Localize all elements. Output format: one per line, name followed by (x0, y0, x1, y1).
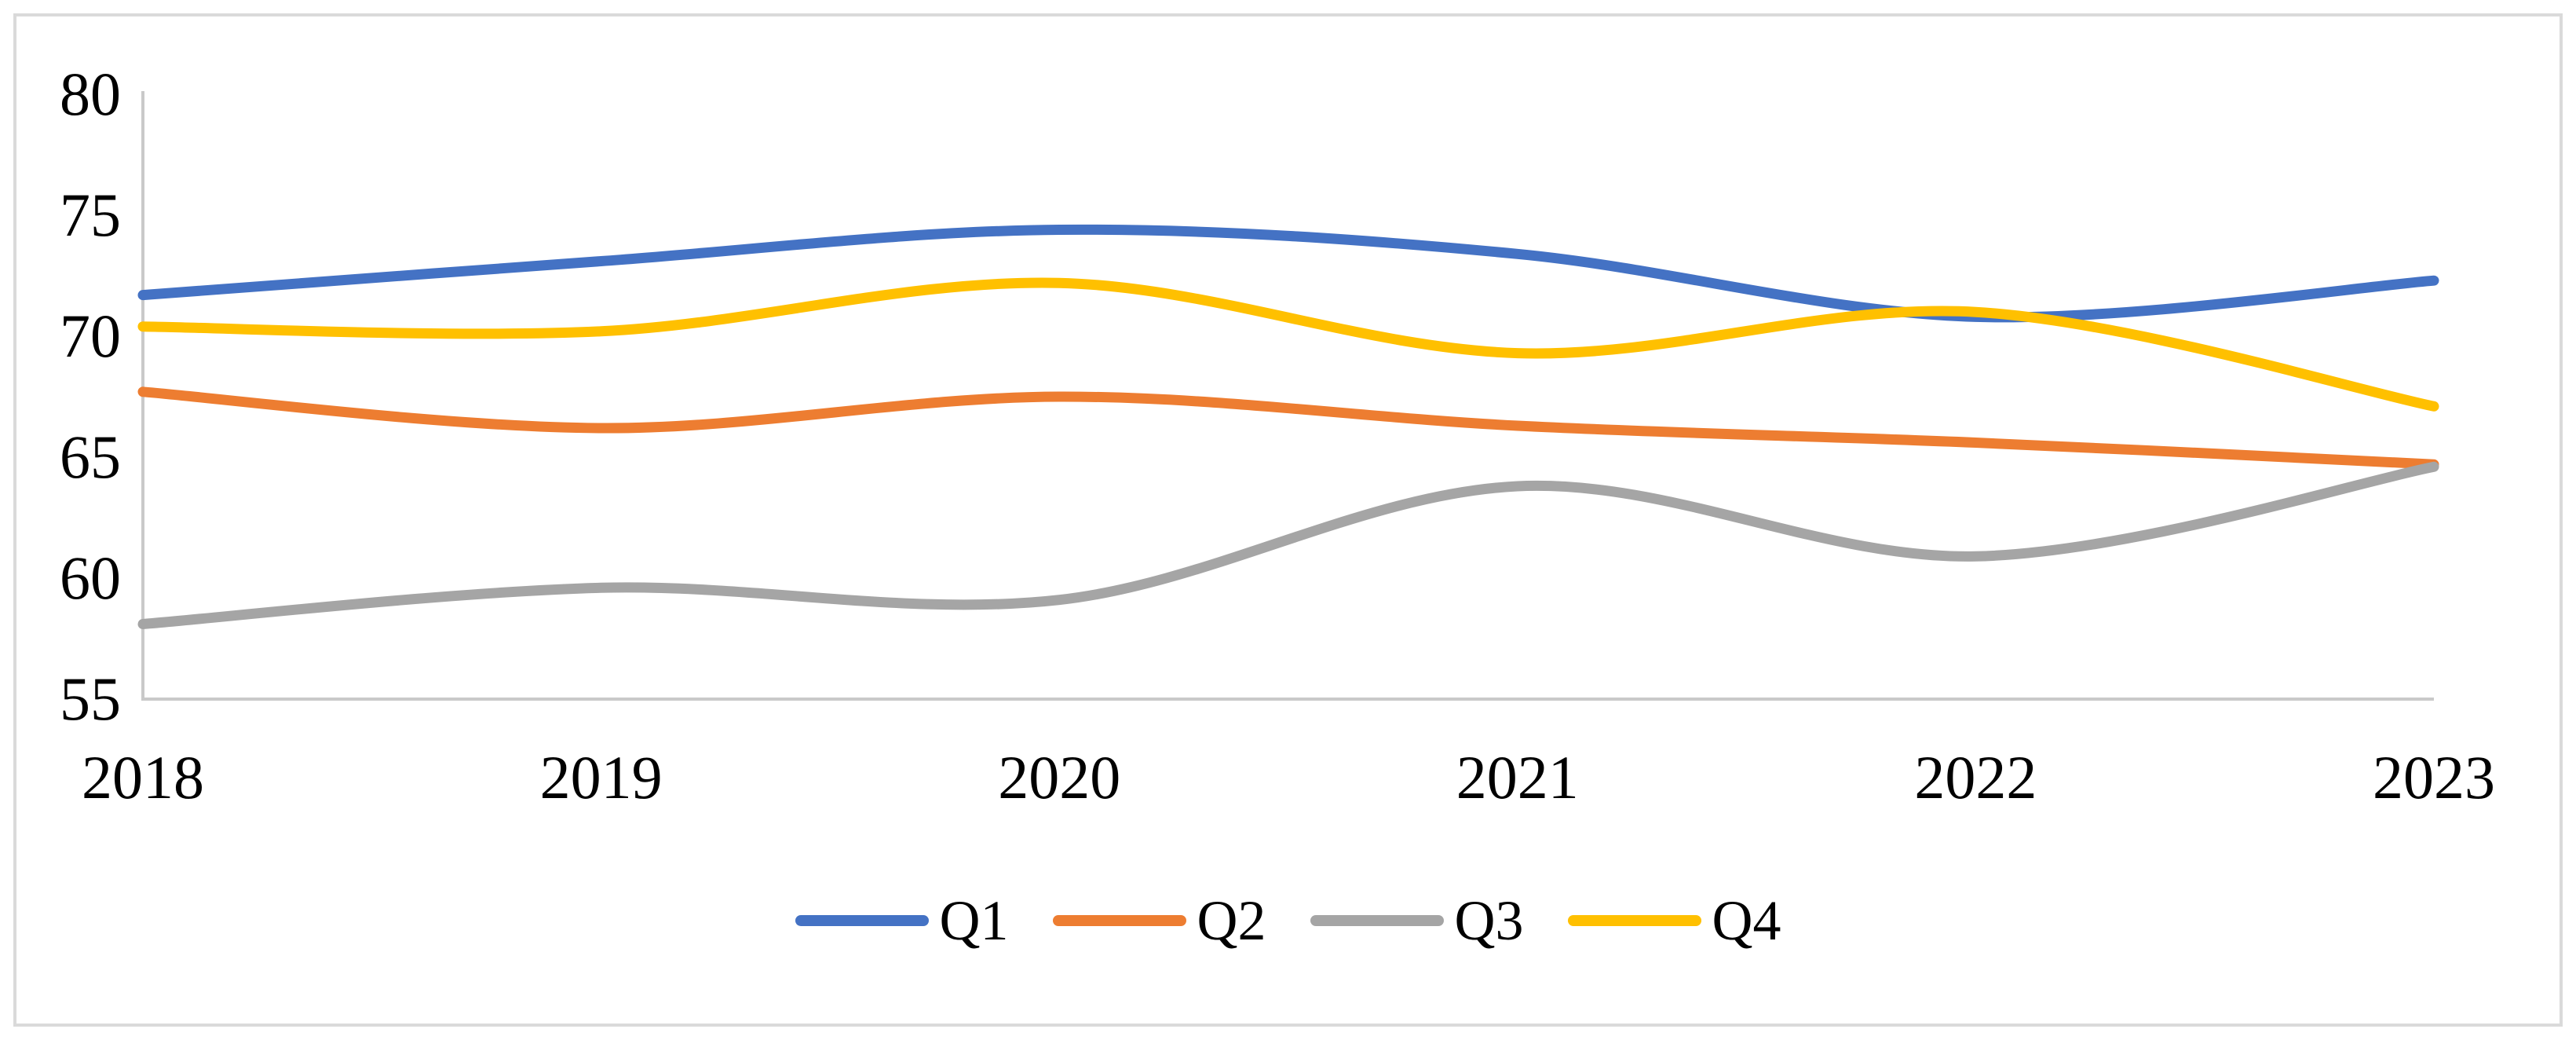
legend-label: Q2 (1197, 889, 1266, 952)
x-tick-label: 2023 (2373, 743, 2495, 811)
legend-label: Q1 (939, 889, 1009, 952)
y-tick-label: 80 (60, 60, 121, 128)
x-tick-label: 2019 (539, 743, 663, 811)
series-line-q4 (137, 277, 2439, 412)
legend-swatch-q1 (795, 915, 929, 926)
legend-label: Q3 (1454, 889, 1524, 952)
legend-item-q2: Q2 (1052, 889, 1266, 952)
legend-label: Q4 (1712, 889, 1781, 952)
legend-item-q3: Q3 (1310, 889, 1524, 952)
x-tick-label: 2022 (1914, 743, 2037, 811)
legend: Q1 Q2 Q3 Q4 (0, 881, 2576, 960)
legend-swatch-q2 (1052, 915, 1186, 926)
x-tick-label: 2020 (998, 743, 1121, 811)
y-tick-label: 75 (60, 181, 121, 249)
legend-swatch-q4 (1567, 915, 1701, 926)
y-tick-label: 60 (60, 544, 121, 612)
series-line-q3 (137, 461, 2439, 629)
y-tick-label: 55 (60, 665, 121, 733)
x-tick-label: 2018 (82, 743, 204, 811)
y-tick-label: 65 (60, 423, 121, 491)
legend-swatch-q3 (1310, 915, 1444, 926)
figure-frame (13, 13, 2563, 1027)
legend-item-q1: Q1 (795, 889, 1009, 952)
legend-item-q4: Q4 (1567, 889, 1781, 952)
series-line-q1 (137, 224, 2439, 323)
series-line-q2 (137, 386, 2439, 470)
x-tick-label: 2021 (1456, 743, 1579, 811)
y-tick-label: 70 (60, 302, 121, 370)
